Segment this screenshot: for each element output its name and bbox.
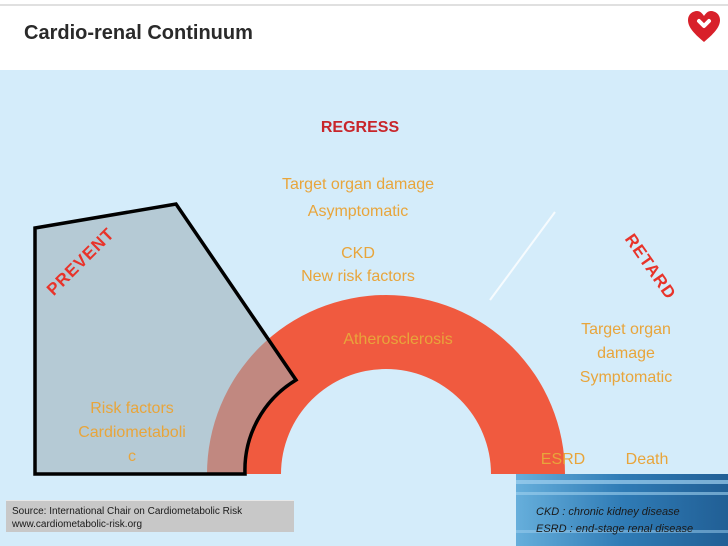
target-organ-damage-label: Target organ damage: [281, 176, 435, 193]
source-box: Source: International Chair on Cardiomet…: [6, 500, 294, 532]
risk-factors-label: Risk factors: [90, 400, 174, 417]
top-divider: [0, 4, 728, 6]
cardiometabolic-label: Cardiometaboli: [78, 424, 186, 441]
regress-label: REGRESS: [320, 119, 400, 136]
prevent-wedge: [33, 202, 299, 476]
atherosclerosis-label: Atherosclerosis: [343, 331, 453, 348]
ckd-label: CKD: [341, 245, 375, 262]
cardiometabolic-label-end: c: [128, 448, 136, 465]
retard-guide-line: [489, 211, 556, 301]
slide-title: Cardio-renal Continuum: [24, 22, 253, 44]
decorative-stripes: [516, 474, 728, 546]
continuum-diagram: [33, 202, 728, 546]
source-line: Source: International Chair on Cardiomet…: [12, 506, 243, 517]
diagram-panel: REGRESS Target organ damage Asymptomatic…: [0, 70, 728, 546]
asymptomatic-label: Asymptomatic: [307, 203, 409, 220]
damage-label-2: damage: [597, 345, 655, 362]
symptomatic-label: Symptomatic: [579, 369, 673, 386]
esrd-label: ESRD: [540, 451, 586, 468]
death-label: Death: [625, 451, 669, 468]
header: Cardio-renal Continuum: [0, 0, 728, 70]
continuum-arc: [207, 295, 565, 474]
heart-logo-icon: [688, 11, 720, 42]
esrd-abbreviation: ESRD : end-stage renal disease: [536, 523, 694, 535]
source-url: www.cardiometabolic-risk.org: [12, 519, 143, 530]
abbreviation-notes: CKD : chronic kidney disease ESRD : end-…: [536, 504, 693, 538]
new-risk-factors-label: New risk factors: [301, 268, 415, 285]
target-organ-label-2: Target organ: [581, 321, 671, 338]
ckd-abbreviation: CKD : chronic kidney disease: [536, 506, 680, 518]
